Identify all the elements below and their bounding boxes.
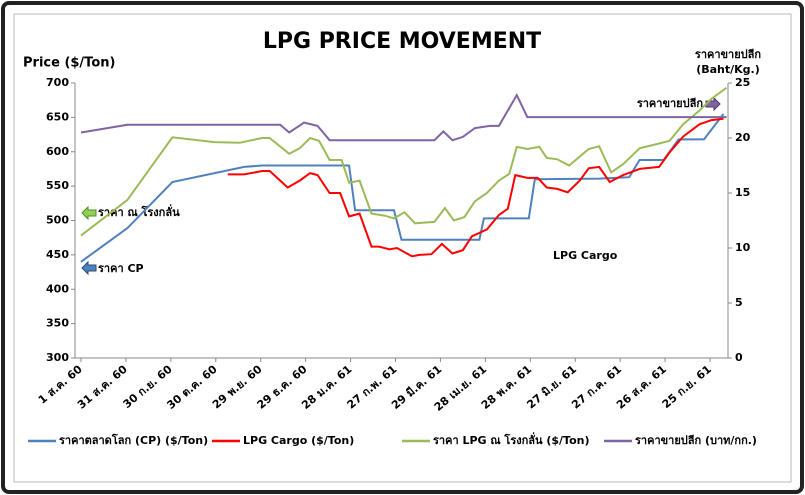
y-tick-label: 450	[46, 248, 69, 261]
y2-tick-label: 10	[735, 241, 751, 254]
y-tick-label: 300	[46, 351, 69, 364]
y-tick-label: 650	[46, 110, 69, 123]
y2-tick-label: 15	[735, 186, 750, 199]
annotation-arrow	[81, 205, 97, 221]
y-tick-label: 400	[46, 282, 69, 295]
y-tick-label: 600	[46, 145, 69, 158]
y2-axis-label: (Baht/Kg.)	[696, 63, 760, 76]
annotation: ราคา CP	[98, 262, 144, 275]
legend-label: ราคา LPG ณ โรงกลั่น ($/Ton)	[433, 432, 590, 447]
series-line	[80, 113, 725, 263]
y-tick-label: 350	[46, 317, 69, 330]
series-line	[80, 92, 727, 142]
y2-tick-label: 5	[735, 296, 743, 309]
y-tick-label: 550	[46, 179, 69, 192]
series-line	[227, 117, 724, 258]
inner-frame	[13, 13, 792, 483]
y-tick-label: 500	[46, 214, 69, 227]
annotation-arrow	[81, 260, 97, 276]
legend-label: ราคาขายปลีก (บาท/กก.)	[635, 434, 757, 447]
y-axis-label: Price ($/Ton)	[23, 56, 115, 71]
annotation: ราคาขายปลีก	[637, 97, 703, 110]
y2-tick-label: 20	[735, 131, 751, 144]
chart-title: LPG PRICE MOVEMENT	[263, 29, 541, 54]
y2-tick-label: 25	[735, 76, 750, 89]
y-tick-label: 700	[46, 76, 69, 89]
series-line	[80, 86, 728, 237]
legend-label: LPG Cargo ($/Ton)	[243, 434, 354, 447]
y2-axis-label: ราคาขายปลีก	[695, 48, 761, 61]
y2-tick-label: 0	[735, 351, 743, 364]
legend-label: ราคาตลาดโลก (CP) ($/Ton)	[59, 433, 208, 447]
annotation: LPG Cargo	[553, 249, 618, 262]
